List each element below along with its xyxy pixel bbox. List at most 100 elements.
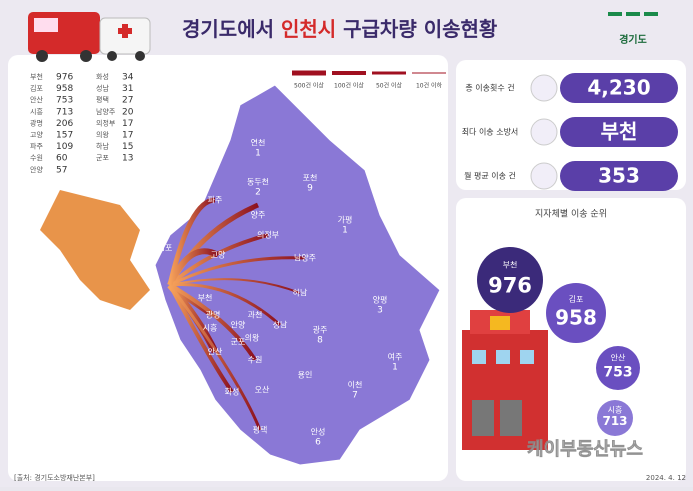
list-name: 의왕 bbox=[96, 130, 109, 139]
region-name: 남양주 bbox=[294, 254, 316, 263]
list-name: 고양 bbox=[30, 131, 43, 139]
building bbox=[462, 310, 548, 450]
list-value: 206 bbox=[56, 119, 73, 129]
list-value: 57 bbox=[56, 165, 67, 175]
region-count: 2 bbox=[255, 188, 261, 198]
title: 경기도에서 인천시 구급차량 이송현황 bbox=[182, 17, 498, 41]
region-name: 광명 bbox=[206, 310, 221, 320]
logo: 경기도 bbox=[608, 12, 658, 46]
rank-name: 안산 bbox=[611, 353, 626, 363]
legend-label: 50건 이상 bbox=[376, 82, 403, 90]
rank-value: 753 bbox=[603, 364, 632, 380]
region-name: 하남 bbox=[293, 288, 308, 298]
region-count: 7 bbox=[352, 391, 358, 401]
list-value: 20 bbox=[122, 107, 134, 117]
summary-icon bbox=[530, 74, 558, 102]
summary-label: 최다 이송 소방서 bbox=[462, 127, 519, 137]
list-name: 의정부 bbox=[96, 118, 116, 127]
rank-value: 958 bbox=[555, 306, 597, 330]
rank-name: 시흥 bbox=[608, 404, 623, 414]
region-name: 수원 bbox=[248, 356, 263, 365]
list-name: 남양주 bbox=[96, 107, 116, 116]
region-count: 6 bbox=[315, 438, 321, 448]
list-name: 김포 bbox=[30, 85, 43, 93]
region-name: 이천 bbox=[348, 380, 363, 390]
summary-label: 월 평균 이송 건 bbox=[464, 171, 516, 181]
region-name: 동두천 bbox=[247, 177, 269, 187]
incheon-label: 인천 bbox=[54, 290, 78, 305]
gyeonggi-map bbox=[154, 84, 441, 466]
list-name: 화성 bbox=[96, 72, 109, 81]
list-value: 753 bbox=[56, 96, 73, 106]
region-name: 양평 bbox=[373, 295, 388, 305]
region-name: 광주 bbox=[313, 325, 328, 335]
logo-text: 경기도 bbox=[619, 33, 647, 46]
list-name: 하남 bbox=[96, 142, 109, 151]
region-name: 시흥 bbox=[203, 323, 218, 333]
legend-label: 10건 이하 bbox=[416, 82, 443, 90]
region-name: 과천 bbox=[248, 310, 263, 320]
list-name: 파주 bbox=[30, 142, 43, 151]
list-value: 109 bbox=[56, 142, 73, 152]
rank-value: 976 bbox=[488, 274, 532, 298]
region-name: 용인 bbox=[298, 370, 313, 380]
source: [출처: 경기도소방재난본부] bbox=[14, 473, 95, 482]
region-count: 1 bbox=[392, 363, 398, 373]
rank-bubble bbox=[597, 400, 633, 436]
region-name: 평택 bbox=[253, 425, 268, 435]
list-value: 31 bbox=[122, 84, 133, 94]
region-name: 의정부 bbox=[257, 230, 279, 240]
region-name: 포천 bbox=[303, 173, 318, 183]
list-value: 15 bbox=[122, 142, 133, 152]
region-count: 9 bbox=[307, 184, 313, 194]
list-value: 958 bbox=[56, 84, 73, 94]
rank-name: 김포 bbox=[569, 294, 584, 304]
rank-bubble bbox=[477, 247, 543, 313]
region-name: 안산 bbox=[208, 347, 223, 357]
rank-bubble bbox=[596, 346, 640, 390]
list-name: 시흥 bbox=[30, 107, 43, 116]
list-name: 광명 bbox=[30, 118, 43, 127]
summary-value: 4,230 bbox=[587, 76, 650, 100]
summary-pill bbox=[560, 117, 678, 147]
region-name: 여주 bbox=[388, 352, 403, 362]
list-name: 평택 bbox=[96, 95, 109, 104]
list-value: 17 bbox=[122, 119, 133, 129]
region-count: 1 bbox=[342, 226, 348, 236]
region-count: 8 bbox=[317, 336, 323, 346]
region-name: 화성 bbox=[225, 388, 240, 397]
watermark: 케이부동산뉴스 bbox=[527, 439, 643, 460]
incheon-label: 광역시 bbox=[48, 307, 84, 322]
list-value: 157 bbox=[56, 131, 73, 141]
list-value: 713 bbox=[56, 107, 73, 117]
region-name: 의왕 bbox=[245, 333, 260, 343]
list-value: 976 bbox=[56, 73, 73, 83]
region-name: 오산 bbox=[255, 385, 270, 395]
region-name: 파주 bbox=[208, 196, 223, 205]
list-name: 성남 bbox=[96, 84, 109, 93]
incheon-area bbox=[40, 190, 150, 310]
summary-pill bbox=[560, 73, 678, 103]
rank-value: 713 bbox=[602, 414, 627, 428]
summary-value: 부천 bbox=[601, 120, 638, 144]
legend-label: 500건 이상 bbox=[294, 82, 324, 90]
list-name: 부천 bbox=[30, 72, 43, 81]
list-value: 13 bbox=[122, 154, 133, 164]
vehicles bbox=[28, 12, 151, 62]
region-name: 안성 bbox=[311, 427, 326, 437]
region-name: 군포 bbox=[231, 338, 246, 347]
region-count: 3 bbox=[377, 306, 383, 316]
region-count: 1 bbox=[255, 149, 261, 159]
summary-label: 총 이송횟수 건 bbox=[465, 83, 514, 93]
region-name: 성남 bbox=[273, 321, 288, 330]
region-name: 부천 bbox=[198, 293, 213, 303]
legend-label: 100건 이상 bbox=[334, 82, 364, 90]
list-value: 34 bbox=[122, 73, 134, 83]
summary-pill bbox=[560, 161, 678, 191]
list-value: 60 bbox=[56, 154, 68, 164]
rank-name: 부천 bbox=[503, 260, 518, 270]
region-name: 안양 bbox=[231, 320, 246, 330]
ranking-title: 지자체별 이송 순위 bbox=[535, 209, 607, 220]
list-name: 안양 bbox=[30, 165, 43, 174]
